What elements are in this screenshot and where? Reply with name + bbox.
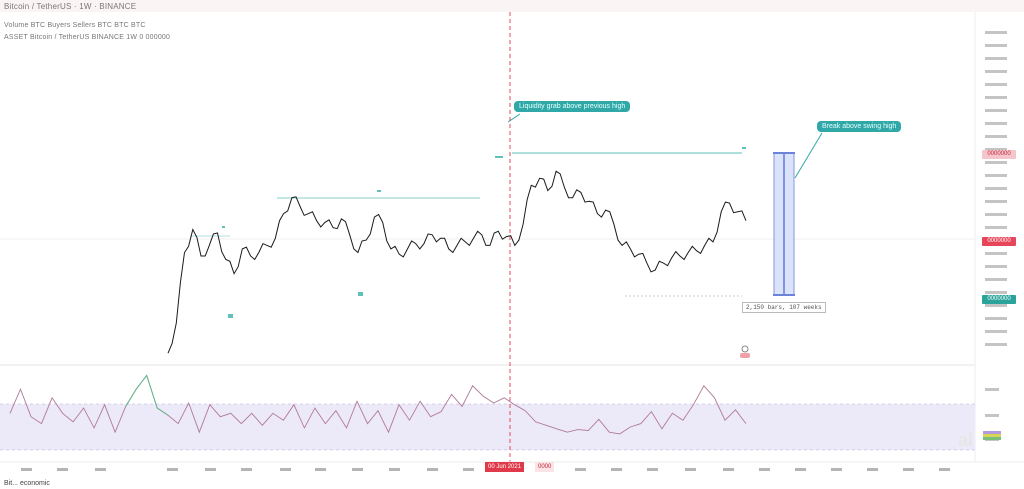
- time-tick-22: [939, 468, 950, 471]
- crosshair-time-tag: 00 Jun 2021: [485, 462, 525, 472]
- rsi-tick-1: [985, 414, 999, 417]
- rsi-overbought-segment: [125, 374, 168, 416]
- color-swatches: [983, 431, 1001, 440]
- time-tick-0: [21, 468, 32, 471]
- time-tick-20: [867, 468, 878, 471]
- time-axis-ticks: [21, 468, 950, 471]
- price-tick-8: [985, 135, 1007, 138]
- price-tick-3: [985, 70, 1007, 73]
- price-tick-0: [985, 31, 1007, 34]
- price-tick-6: [985, 109, 1007, 112]
- price-tick-18: [985, 265, 1007, 268]
- price-tick-9: [985, 148, 1007, 151]
- price-tick-14: [985, 213, 1007, 216]
- price-tick-11: [985, 174, 1007, 177]
- price-tick-4: [985, 83, 1007, 86]
- level-marker-6: [228, 314, 233, 318]
- time-tick-2: [95, 468, 106, 471]
- time-tick-16: [723, 468, 734, 471]
- level-marker-1: [495, 156, 503, 158]
- time-tick-14: [647, 468, 658, 471]
- time-tick-18: [795, 468, 806, 471]
- price-tick-19: [985, 278, 1007, 281]
- time-tick-17: [759, 468, 770, 471]
- time-tick-19: [831, 468, 842, 471]
- indicator-line-2: ASSET Bitcoin / TetherUS BINANCE 1W 0 00…: [4, 34, 171, 41]
- price-tag-low: 0000000: [982, 295, 1016, 304]
- alert-bell-icon[interactable]: [739, 345, 751, 359]
- time-tick-6: [280, 468, 291, 471]
- watermark: al: [958, 430, 974, 450]
- price-tick-20: [985, 291, 1007, 294]
- time-tick-7: [315, 468, 326, 471]
- time-tick-9: [389, 468, 400, 471]
- price-tick-24: [985, 343, 1007, 346]
- callout-right[interactable]: Break above swing high: [817, 121, 902, 132]
- price-tick-5: [985, 96, 1007, 99]
- price-tick-15: [985, 226, 1007, 229]
- time-tick-21: [903, 468, 914, 471]
- price-tick-1: [985, 44, 1007, 47]
- price-tick-12: [985, 187, 1007, 190]
- time-tick-11: [463, 468, 474, 471]
- toolbar-strip: [0, 0, 1024, 12]
- callout-top[interactable]: Liquidity grab above previous high: [514, 101, 631, 112]
- level-marker-3: [377, 190, 381, 192]
- indicator-line-1: Volume BTC Buyers Sellers BTC BTC BTC: [4, 22, 146, 29]
- price-tag-top: 0000000: [982, 150, 1016, 159]
- level-marker-5: [358, 292, 363, 296]
- price-tick-23: [985, 330, 1007, 333]
- time-tick-13: [611, 468, 622, 471]
- time-tick-3: [167, 468, 178, 471]
- measure-label: 2,150 bars, 107 weeks: [742, 302, 826, 313]
- time-tag-secondary: 0000: [535, 462, 555, 472]
- price-tick-13: [985, 200, 1007, 203]
- price-tick-22: [985, 317, 1007, 320]
- time-tick-15: [685, 468, 696, 471]
- time-tick-10: [427, 468, 438, 471]
- price-tick-17: [985, 252, 1007, 255]
- time-tick-5: [241, 468, 252, 471]
- callout-right-connector: [794, 132, 823, 179]
- footer-text: Bit... economic: [4, 480, 50, 487]
- price-tick-2: [985, 57, 1007, 60]
- time-tick-12: [575, 468, 586, 471]
- level-marker-4: [222, 226, 225, 228]
- price-series: [167, 170, 747, 354]
- symbol-title: Bitcoin / TetherUS · 1W · BINANCE: [4, 2, 137, 11]
- price-tick-21: [985, 304, 1007, 307]
- time-tick-1: [57, 468, 68, 471]
- level-marker-2: [742, 147, 746, 149]
- price-tag-current: 0000000: [982, 237, 1016, 246]
- rsi-tick-0: [985, 388, 999, 391]
- price-tick-7: [985, 122, 1007, 125]
- price-tick-10: [985, 161, 1007, 164]
- time-tick-4: [205, 468, 216, 471]
- rsi-band: [0, 404, 975, 450]
- time-tick-8: [352, 468, 363, 471]
